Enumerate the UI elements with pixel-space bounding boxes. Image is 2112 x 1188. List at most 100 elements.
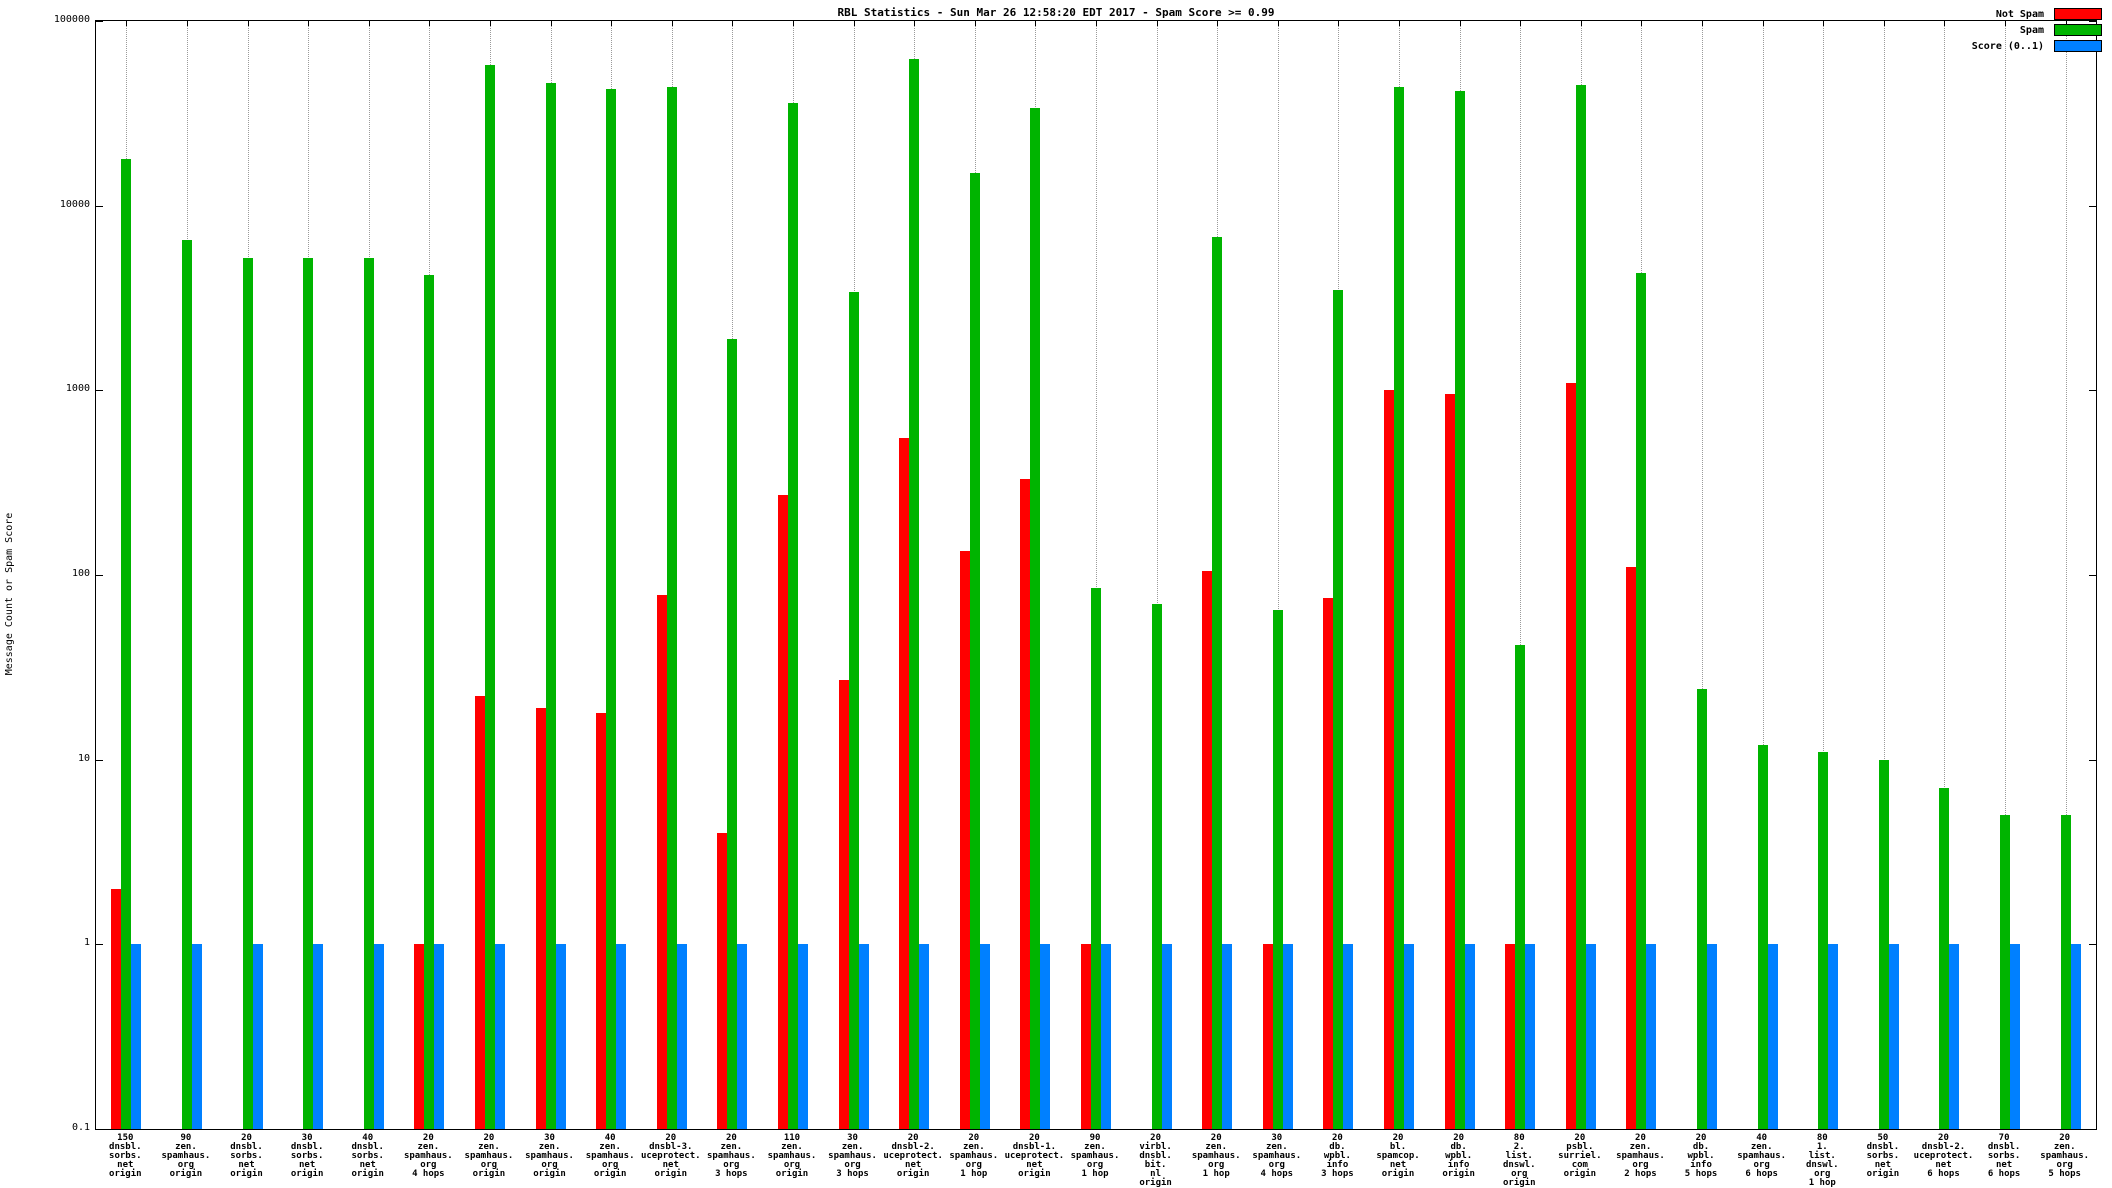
legend-label-not-spam: Not Spam	[1995, 8, 2044, 20]
y-tickmark	[96, 575, 103, 576]
x-tickmark	[1096, 21, 1097, 26]
y-tickmark	[96, 390, 103, 392]
x-tick-label: 20 psbl. surriel. com origin	[1558, 1133, 1602, 1179]
x-tick-label: 90 zen. spamhaus. org origin	[161, 1133, 211, 1179]
legend-swatch	[2054, 8, 2102, 20]
bar-score-0-1	[1161, 944, 1172, 1129]
x-tickmark	[853, 21, 855, 26]
bar-not-spam	[474, 696, 485, 1129]
x-tick-label: 20 zen. spamhaus. org 1 hop	[1191, 1133, 1241, 1179]
bar-score-0-1	[1828, 944, 1839, 1129]
bar-spam	[1818, 752, 1829, 1129]
bar-not-spam	[1505, 944, 1516, 1129]
x-tickmark	[1762, 21, 1764, 26]
legend-row-not-spam: Not Spam	[1972, 6, 2102, 22]
x-axis-labels: 150 dnsbl. sorbs. net origin 90 zen. spamhaus. o…	[95, 1134, 2095, 1188]
bar-score-0-1	[1040, 944, 1051, 1129]
bar-spam	[909, 59, 920, 1129]
bar-spam	[1030, 107, 1041, 1129]
bar-spam	[363, 258, 374, 1129]
x-tickmark	[1883, 21, 1885, 26]
bar-score-0-1	[191, 944, 202, 1129]
x-tickmark	[1399, 21, 1401, 26]
x-tick-label: 20 zen. spamhaus. org 4 hops	[403, 1133, 453, 1179]
x-gridline	[1277, 21, 1279, 1129]
bar-score-0-1	[494, 944, 505, 1129]
y-tickmark	[2089, 21, 2096, 22]
bar-spam	[1212, 236, 1223, 1129]
x-tick-label: 20 dnsbl-1. uceprotect. net origin	[1004, 1133, 1065, 1179]
legend-swatch	[2054, 40, 2102, 52]
bar-score-0-1	[1707, 944, 1718, 1129]
bar-not-spam	[414, 944, 425, 1129]
bar-score-0-1	[858, 944, 869, 1129]
x-tick-label: 20 db. wpbl. info origin	[1442, 1133, 1475, 1179]
bar-score-0-1	[979, 944, 990, 1129]
legend-row-spam: Spam	[1972, 22, 2102, 38]
x-tickmark	[1156, 21, 1158, 26]
bar-score-0-1	[1949, 944, 1960, 1129]
y-tickmark	[96, 21, 103, 22]
bar-score-0-1	[616, 944, 627, 1129]
bar-score-0-1	[1343, 944, 1354, 1129]
bar-score-0-1	[1585, 944, 1596, 1129]
bar-not-spam	[1444, 394, 1455, 1129]
x-tick-label: 30 zen. spamhaus. org 4 hops	[1252, 1133, 1302, 1179]
x-tickmark	[550, 21, 552, 26]
x-tickmark	[1459, 21, 1461, 26]
bar-spam	[1757, 745, 1768, 1129]
bar-score-0-1	[2010, 944, 2021, 1129]
bar-spam	[727, 338, 738, 1129]
y-tickmark	[96, 205, 103, 207]
bar-score-0-1	[1888, 944, 1899, 1129]
x-tickmark	[1823, 21, 1825, 26]
bar-score-0-1	[797, 944, 808, 1129]
x-tick-label: 70 dnsbl. sorbs. net 6 hops	[1987, 1133, 2021, 1179]
x-tickmark	[126, 21, 128, 26]
x-tickmark	[368, 21, 370, 26]
x-gridline	[1762, 21, 1764, 1129]
x-tick-label: 40 zen. spamhaus. org 6 hops	[1737, 1133, 1787, 1179]
y-tickmark	[96, 759, 103, 761]
x-tickmark	[1641, 21, 1643, 26]
y-tickmark	[2089, 575, 2096, 576]
bar-spam	[1454, 90, 1465, 1129]
y-tick-label: 100	[71, 568, 90, 579]
x-tickmark	[914, 21, 916, 26]
x-tick-label: 20 dnsbl. sorbs. net origin	[230, 1133, 263, 1179]
bar-not-spam	[959, 550, 970, 1129]
chart-title: RBL Statistics - Sun Mar 26 12:58:20 EDT…	[837, 6, 1275, 19]
x-tick-label: 20 dnsbl-2. uceprotect. net 6 hops	[1913, 1133, 1974, 1179]
x-gridline	[1156, 21, 1158, 1129]
x-tick-label: 30 dnsbl. sorbs. net origin	[290, 1133, 324, 1179]
x-tickmark	[611, 21, 613, 26]
bar-spam	[303, 258, 314, 1129]
bar-score-0-1	[737, 944, 748, 1129]
bar-score-0-1	[434, 944, 445, 1129]
bar-score-0-1	[919, 944, 930, 1129]
bar-spam	[1636, 273, 1647, 1129]
bar-not-spam	[777, 495, 788, 1129]
bar-score-0-1	[555, 944, 566, 1129]
x-gridline	[1520, 21, 1522, 1129]
bar-spam	[1697, 689, 1708, 1129]
bar-not-spam	[535, 708, 546, 1129]
legend: Not Spam Spam Score (0..1)	[1972, 6, 2102, 54]
x-tick-label: 90 zen. spamhaus. org 1 hop	[1070, 1133, 1120, 1179]
x-tickmark	[2065, 21, 2067, 26]
bar-spam	[1394, 86, 1405, 1129]
x-tickmark	[974, 21, 976, 26]
bar-not-spam	[111, 888, 122, 1129]
bar-score-0-1	[1525, 944, 1536, 1129]
bar-score-0-1	[1646, 944, 1657, 1129]
x-tickmark	[1702, 21, 1704, 26]
y-tickmark	[96, 944, 103, 946]
x-tick-label: 40 dnsbl. sorbs. net origin	[351, 1133, 384, 1179]
bar-score-0-1	[1101, 944, 1111, 1129]
x-tickmark	[429, 21, 431, 26]
x-tickmark	[1217, 21, 1219, 26]
legend-swatch	[2054, 24, 2102, 36]
x-tickmark	[1520, 21, 1522, 26]
x-tickmark	[1338, 21, 1340, 26]
x-tickmark	[308, 21, 310, 26]
